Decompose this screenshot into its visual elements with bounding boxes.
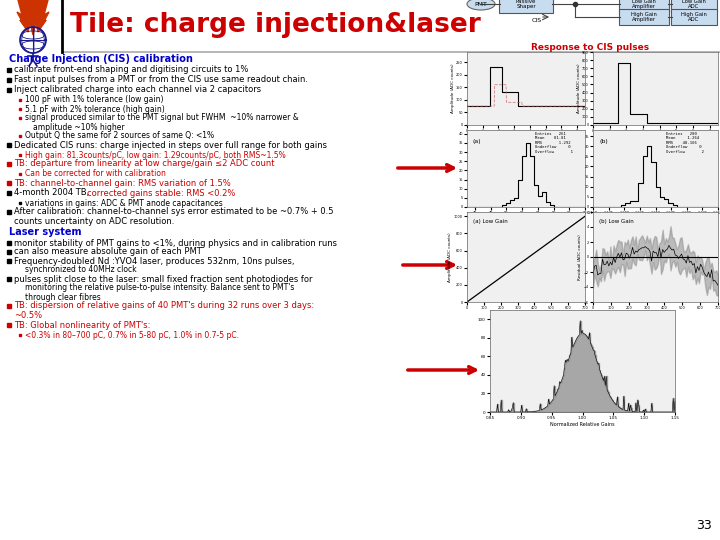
Text: monitoring the relative pulse-to-pulse intensity. Balance sent to PMT's: monitoring the relative pulse-to-pulse i… xyxy=(25,284,294,293)
Text: corrected gains stable: RMS <0.2%: corrected gains stable: RMS <0.2% xyxy=(87,188,235,198)
FancyBboxPatch shape xyxy=(619,0,669,12)
X-axis label: Samples (25 ns steps): Samples (25 ns steps) xyxy=(633,134,678,139)
Text: Charge Injection (CIS) calibration: Charge Injection (CIS) calibration xyxy=(9,54,193,64)
Text: Low Gain
Amplifier: Low Gain Amplifier xyxy=(632,0,656,9)
X-axis label: Charge (pC): Charge (pC) xyxy=(513,312,539,315)
Text: Fast input pulses from a PMT or from the CIS use same readout chain.: Fast input pulses from a PMT or from the… xyxy=(14,76,308,84)
Text: Low Gain
ADC: Low Gain ADC xyxy=(682,0,706,9)
Text: (b) Low Gain: (b) Low Gain xyxy=(599,219,634,224)
Text: Inject calibrated charge into each channel via 2 capacitors: Inject calibrated charge into each chann… xyxy=(14,85,261,94)
Y-axis label: Amplitude (ADC counts): Amplitude (ADC counts) xyxy=(451,64,455,113)
Text: calibrate front-end shaping and digitising circuits to 1%: calibrate front-end shaping and digitisi… xyxy=(14,65,248,75)
Text: 560pC
(low gain): 560pC (low gain) xyxy=(622,53,681,75)
Text: TB: Global nonlinearity of PMT's:: TB: Global nonlinearity of PMT's: xyxy=(14,321,150,329)
Text: High gain: 81.3counts/pC, low gain: 1.29counts/pC, both RMS~1.5%: High gain: 81.3counts/pC, low gain: 1.29… xyxy=(25,151,286,159)
Text: After calibration: channel-to-channel sys error estimated to be ~0.7% + 0.5: After calibration: channel-to-channel sy… xyxy=(14,207,333,217)
Text: Passive
Shaper: Passive Shaper xyxy=(516,0,536,9)
Text: counts uncertainty on ADC resolution.: counts uncertainty on ADC resolution. xyxy=(14,217,174,226)
Text: through clear fibres: through clear fibres xyxy=(25,293,101,301)
X-axis label: Charge (pC): Charge (pC) xyxy=(643,312,668,315)
Text: High Gain
ADC: High Gain ADC xyxy=(681,11,707,22)
Text: Dedicated CIS runs: charge injected in steps over full range for both gains: Dedicated CIS runs: charge injected in s… xyxy=(14,140,327,150)
Text: PMT: PMT xyxy=(474,2,487,6)
X-axis label: Normalized Relative Gains: Normalized Relative Gains xyxy=(550,422,615,427)
Text: variations in gains: ADC & PMT anode capacitances: variations in gains: ADC & PMT anode cap… xyxy=(25,199,222,207)
Text: 100 pF with 1% tolerance (low gain): 100 pF with 1% tolerance (low gain) xyxy=(25,96,163,105)
Text: signal produced similar to the PMT signal but FWHM  ~10% narrower &: signal produced similar to the PMT signa… xyxy=(25,113,299,123)
Text: Laser system: Laser system xyxy=(9,227,81,237)
Text: amplitude ~10% higher: amplitude ~10% higher xyxy=(33,123,125,132)
Text: (b): (b) xyxy=(599,139,608,144)
Text: pulses split close to the laser: small fixed fraction sent photodiodes for: pulses split close to the laser: small f… xyxy=(14,274,312,284)
X-axis label: Calibration Factor (counts/pC): Calibration Factor (counts/pC) xyxy=(625,217,686,220)
Text: Output Q the same for 2 sources of same Q: <1%: Output Q the same for 2 sources of same … xyxy=(25,132,214,140)
Text: 4-month 2004 TB,: 4-month 2004 TB, xyxy=(14,188,92,198)
Text: ~0.5%: ~0.5% xyxy=(14,310,42,320)
Text: TB: dispersion of relative gains of 40 PMT's during 32 runs over 3 days:: TB: dispersion of relative gains of 40 P… xyxy=(14,301,314,310)
FancyBboxPatch shape xyxy=(499,0,553,13)
FancyBboxPatch shape xyxy=(671,0,717,12)
Text: TB: channel-to-channel gain: RMS variation of 1.5%: TB: channel-to-channel gain: RMS variati… xyxy=(14,179,230,187)
X-axis label: Samples (25 ns steps): Samples (25 ns steps) xyxy=(503,134,549,139)
Ellipse shape xyxy=(467,0,495,10)
Text: Frequency-doubled Nd :YVO4 laser, produces 532nm, 10ns pulses,: Frequency-doubled Nd :YVO4 laser, produc… xyxy=(14,256,294,266)
Text: synchronized to 40MHz clock: synchronized to 40MHz clock xyxy=(25,266,137,274)
FancyBboxPatch shape xyxy=(619,9,669,25)
Y-axis label: Amplitude (ADC counts): Amplitude (ADC counts) xyxy=(449,232,452,282)
Text: Response to CIS pulses: Response to CIS pulses xyxy=(531,44,649,52)
Text: (a): (a) xyxy=(473,139,482,144)
Text: 33: 33 xyxy=(696,519,712,532)
Y-axis label: Residual (ADC counts): Residual (ADC counts) xyxy=(578,234,582,280)
Text: CIS: CIS xyxy=(532,17,542,23)
FancyBboxPatch shape xyxy=(671,9,717,25)
Polygon shape xyxy=(17,0,49,35)
Text: Entries   261
Mean    81.81
RMS       1.292
Underflow     0
Overflow       1: Entries 261 Mean 81.81 RMS 1.292 Underfl… xyxy=(536,132,573,154)
Text: Tile: charge injection&laser: Tile: charge injection&laser xyxy=(70,12,481,38)
Text: High Gain
Amplifier: High Gain Amplifier xyxy=(631,11,657,22)
Text: 2pC
(high gain): 2pC (high gain) xyxy=(474,53,539,75)
Text: 5.1 pF with 2% tolerance (high gain): 5.1 pF with 2% tolerance (high gain) xyxy=(25,105,165,113)
Text: <0.3% in 80–700 pC, 0.7% in 5-80 pC, 1.0% in 0.7-5 pC.: <0.3% in 80–700 pC, 0.7% in 5-80 pC, 1.0… xyxy=(25,330,239,340)
Text: TB: departure from linearity at low charge/gain ≤2 ADC count: TB: departure from linearity at low char… xyxy=(14,159,274,168)
Text: Can be corrected for with calibration: Can be corrected for with calibration xyxy=(25,170,166,179)
Text: Entries   280
Mean     1.264
RMS    48.106
Underflow     0
Overflow       2: Entries 280 Mean 1.264 RMS 48.106 Underf… xyxy=(665,132,703,154)
Text: can also measure absolute gain of each PMT: can also measure absolute gain of each P… xyxy=(14,247,202,256)
Text: (a) Low Gain: (a) Low Gain xyxy=(473,219,508,224)
Text: monitor stability of PMT gains to <1%, during physics and in calibration runs: monitor stability of PMT gains to <1%, d… xyxy=(14,239,337,247)
X-axis label: Calibration Factor (counts/pC): Calibration Factor (counts/pC) xyxy=(495,217,557,220)
Y-axis label: Amplitude (ADC counts): Amplitude (ADC counts) xyxy=(577,64,581,113)
